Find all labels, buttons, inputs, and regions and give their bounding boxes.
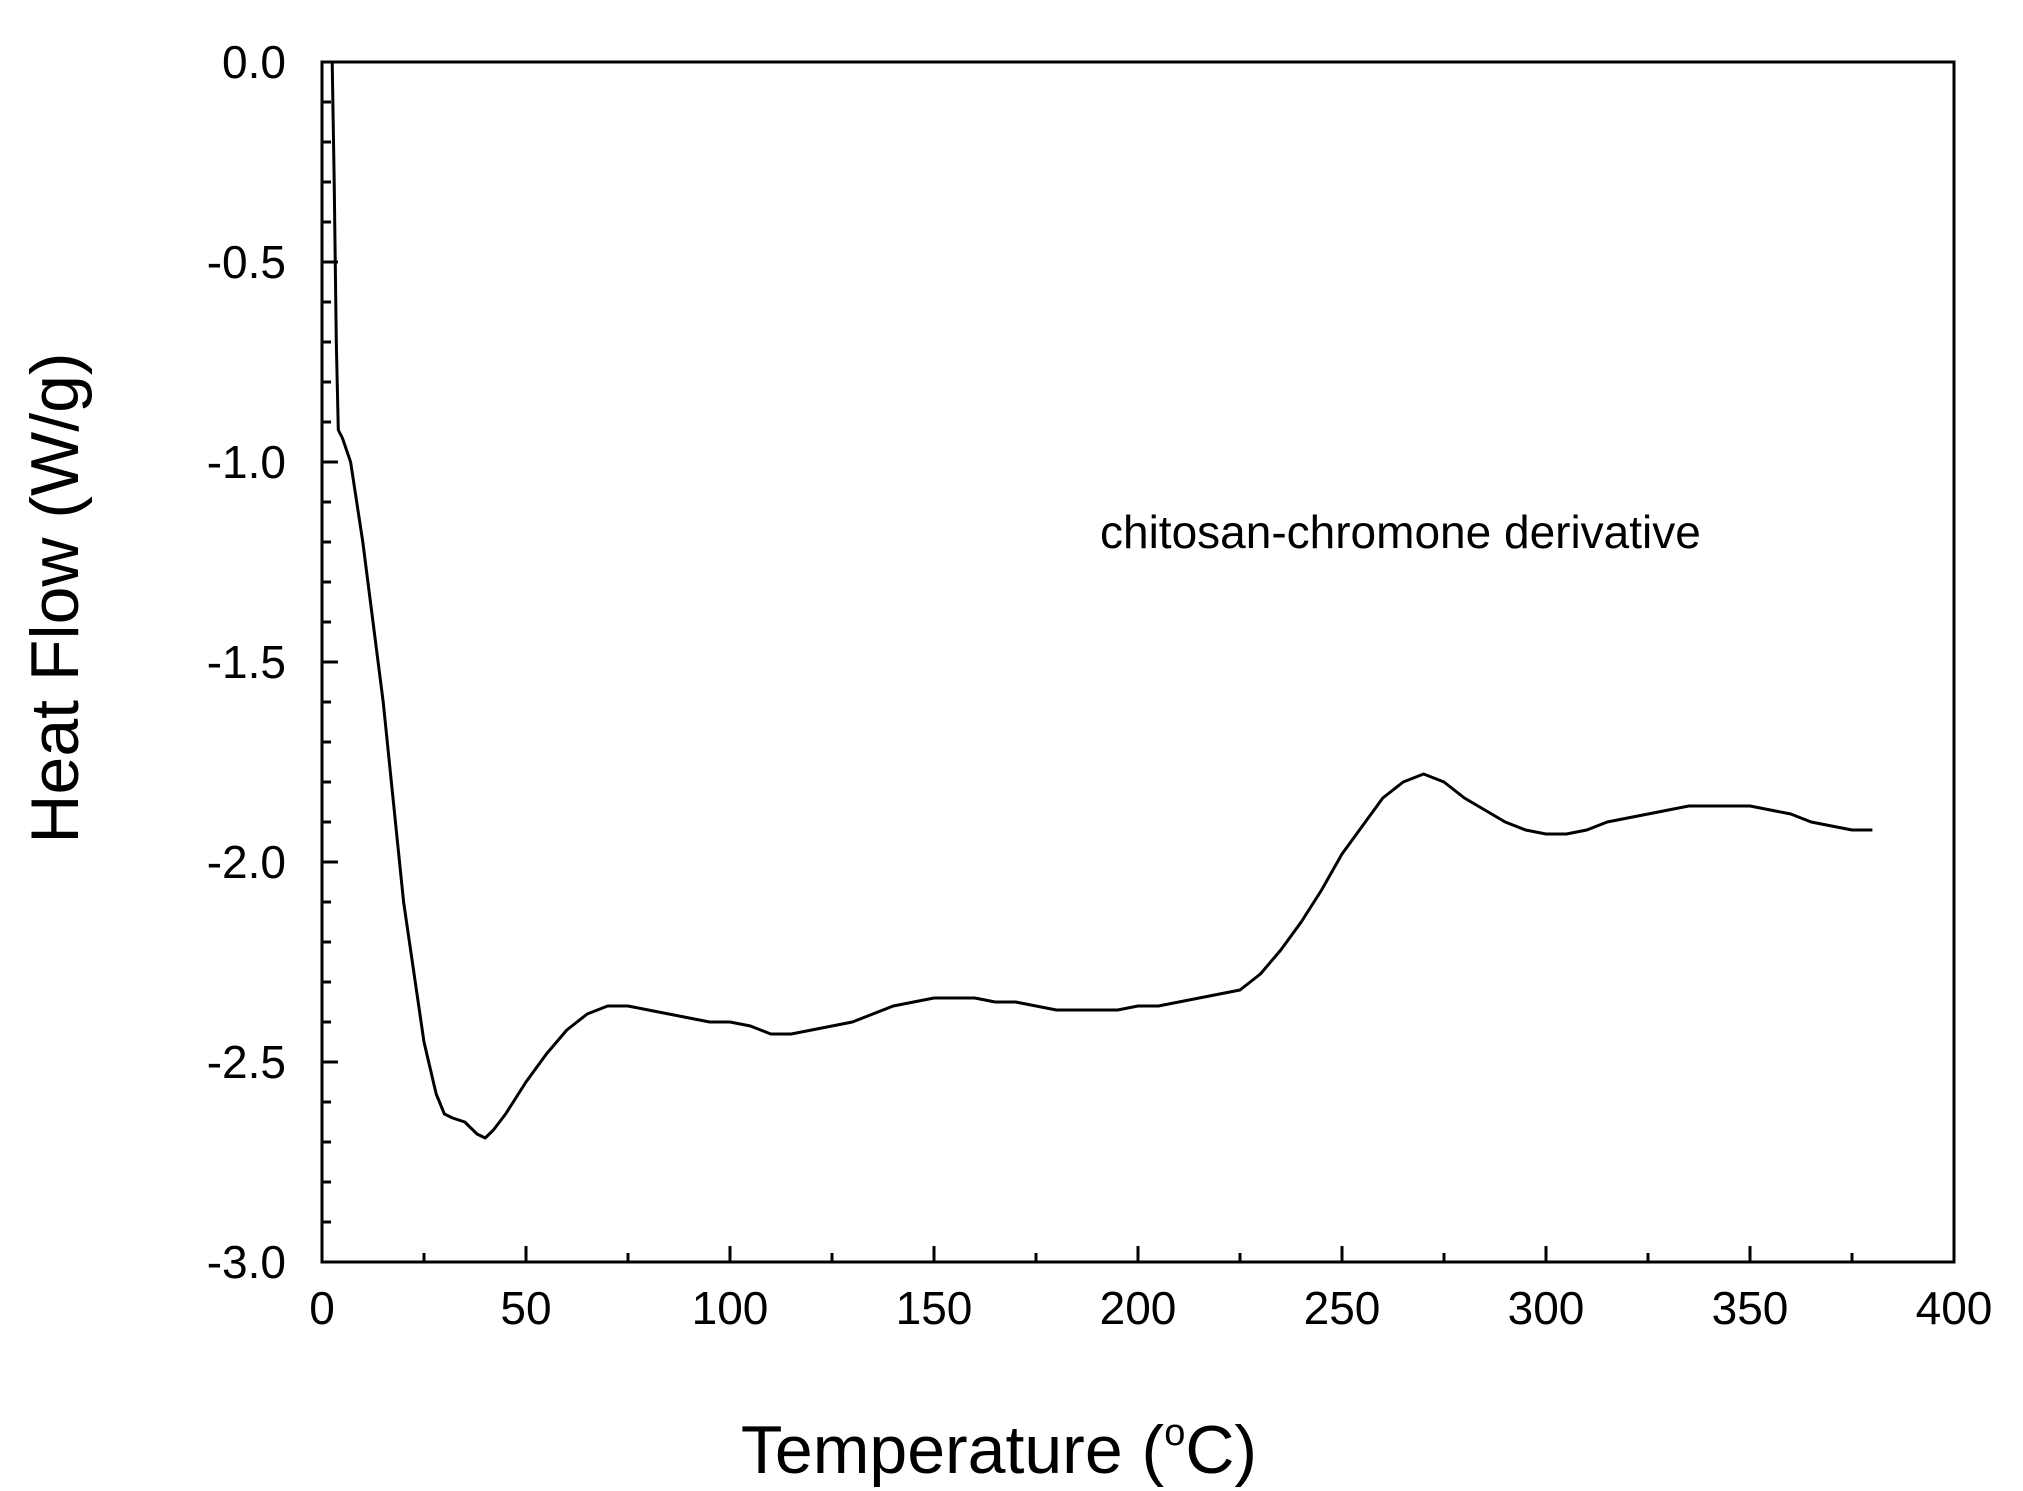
x-axis-ticks: 0 50 100 150 200 250 300 350 400 (309, 1246, 1992, 1334)
series-line-0 (324, 60, 1873, 1140)
x-tick-label: 100 (692, 1282, 769, 1334)
annotation-label: chitosan-chromone derivative (1100, 506, 1701, 558)
x-axis-title-text: Temperature ( (741, 1412, 1165, 1488)
y-tick-label: -2.0 (207, 836, 286, 888)
y-tick-label: -0.5 (207, 236, 286, 288)
y-tick-label: -1.0 (207, 436, 286, 488)
y-tick-label: -3.0 (207, 1236, 286, 1288)
x-axis-title-superscript: o (1164, 1412, 1185, 1454)
y-axis-title: Heat Flow (W/g) (17, 352, 93, 843)
x-tick-label: 200 (1100, 1282, 1177, 1334)
plot-frame (320, 60, 1956, 1264)
x-tick-label: 300 (1508, 1282, 1585, 1334)
x-tick-label: 250 (1304, 1282, 1381, 1334)
x-axis-title: Temperature (oC) (741, 1412, 1257, 1488)
y-axis-ticks: 0.0 -0.5 -1.0 -1.5 -2.0 -2.5 -3.0 (207, 36, 338, 1288)
x-axis-title-unit: C) (1185, 1412, 1257, 1488)
x-tick-label: 0 (309, 1282, 335, 1334)
x-tick-label: 350 (1712, 1282, 1789, 1334)
x-tick-label: 50 (500, 1282, 551, 1334)
y-tick-label: -1.5 (207, 636, 286, 688)
y-tick-label: -2.5 (207, 1036, 286, 1088)
plot-border (320, 60, 1956, 1264)
x-tick-label: 400 (1916, 1282, 1993, 1334)
x-tick-label: 150 (896, 1282, 973, 1334)
series-layer (324, 60, 1873, 1140)
y-tick-label: 0.0 (222, 36, 286, 88)
